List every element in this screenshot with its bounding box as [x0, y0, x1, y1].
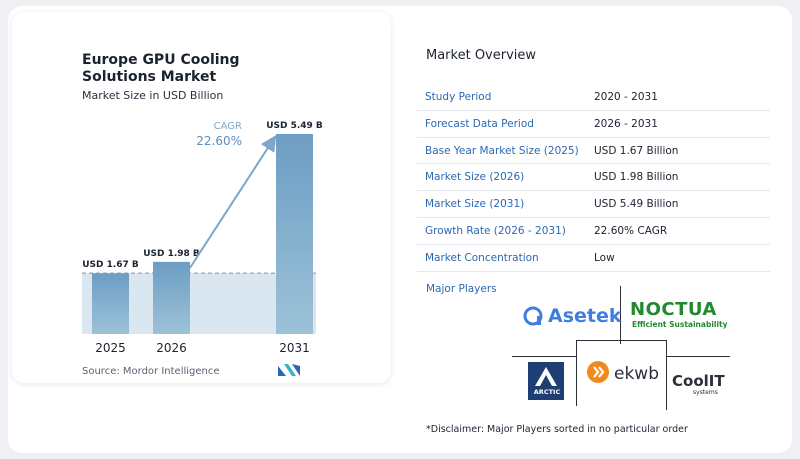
x-tick-2025: 2025	[95, 341, 126, 355]
arctic-logo: ARCTIC	[533, 388, 561, 396]
overview-key: Forecast Data Period	[425, 117, 534, 130]
x-tick-2031: 2031	[279, 341, 310, 355]
noctua-logo: NOCTUA	[630, 299, 717, 320]
overview-value: 22.60% CAGR	[594, 224, 668, 237]
asetek-logo: Asetek	[548, 305, 622, 327]
overview-row: Market Concentration Low	[417, 245, 770, 272]
chart-subtitle: Market Size in USD Billion	[82, 89, 224, 102]
source-note: Source: Mordor Intelligence	[82, 366, 220, 377]
overview-value: 2020 - 2031	[594, 91, 658, 103]
grid-divider	[666, 356, 730, 357]
grid-divider	[576, 340, 666, 341]
asetek-logo-icon	[523, 306, 543, 326]
overview-row: Base Year Market Size (2025) USD 1.67 Bi…	[417, 138, 770, 165]
overview-value: USD 5.49 Billion	[594, 198, 679, 211]
overview-row: Growth Rate (2026 - 2031) 22.60% CAGR	[417, 218, 770, 245]
x-tick-2026: 2026	[156, 341, 187, 355]
overview-row: Market Size (2026) USD 1.98 Billion	[417, 164, 770, 192]
cagr-value: 22.60%	[196, 134, 242, 148]
players-title: Major Players	[426, 283, 497, 295]
overview-key: Base Year Market Size (2025)	[425, 144, 579, 157]
bar-2031	[276, 134, 313, 334]
overview-key: Market Concentration	[425, 251, 539, 264]
overview-key: Market Size (2031)	[425, 198, 525, 211]
grid-divider	[576, 340, 577, 406]
overview-row: Market Size (2031) USD 5.49 Billion	[417, 191, 770, 218]
chart-title: Europe GPU Cooling Solutions Market	[82, 52, 240, 85]
overview-key: Study Period	[425, 91, 492, 103]
cagr-arrow	[189, 134, 277, 269]
overview-value: 2026 - 2031	[594, 117, 658, 130]
noctua-tagline: Efficient Sustainability	[632, 320, 728, 329]
coolit-tagline: systems	[693, 389, 718, 396]
grid-divider	[620, 286, 621, 344]
bar-2026	[153, 261, 190, 334]
overview-title: Market Overview	[426, 48, 537, 63]
overview-row: Forecast Data Period 2026 - 2031	[417, 111, 770, 138]
overview-value: Low	[594, 251, 615, 264]
ekwb-logo: ekwb	[614, 364, 659, 384]
data-label-2031: USD 5.49 B	[266, 121, 323, 131]
grid-divider	[666, 340, 667, 410]
overview-key: Growth Rate (2026 - 2031)	[425, 224, 566, 237]
overview-key: Market Size (2026)	[425, 171, 525, 184]
overview-table: Study Period 2020 - 2031 Forecast Data P…	[417, 84, 770, 272]
cagr-label: CAGR	[213, 121, 242, 132]
data-label-2025: USD 1.67 B	[82, 260, 139, 270]
overview-value: USD 1.67 Billion	[594, 144, 679, 157]
overview-row: Study Period 2020 - 2031	[417, 84, 770, 111]
data-label-2026: USD 1.98 B	[143, 249, 200, 259]
grid-divider	[512, 356, 576, 357]
arctic-logo-icon	[528, 362, 564, 400]
overview-value: USD 1.98 Billion	[594, 171, 679, 184]
bar-2025	[92, 273, 129, 334]
ekwb-logo-icon	[587, 361, 609, 383]
coolit-logo: CoolIT	[672, 372, 725, 390]
mordor-logo-icon	[278, 364, 300, 376]
disclaimer: *Disclaimer: Major Players sorted in no …	[426, 424, 688, 435]
